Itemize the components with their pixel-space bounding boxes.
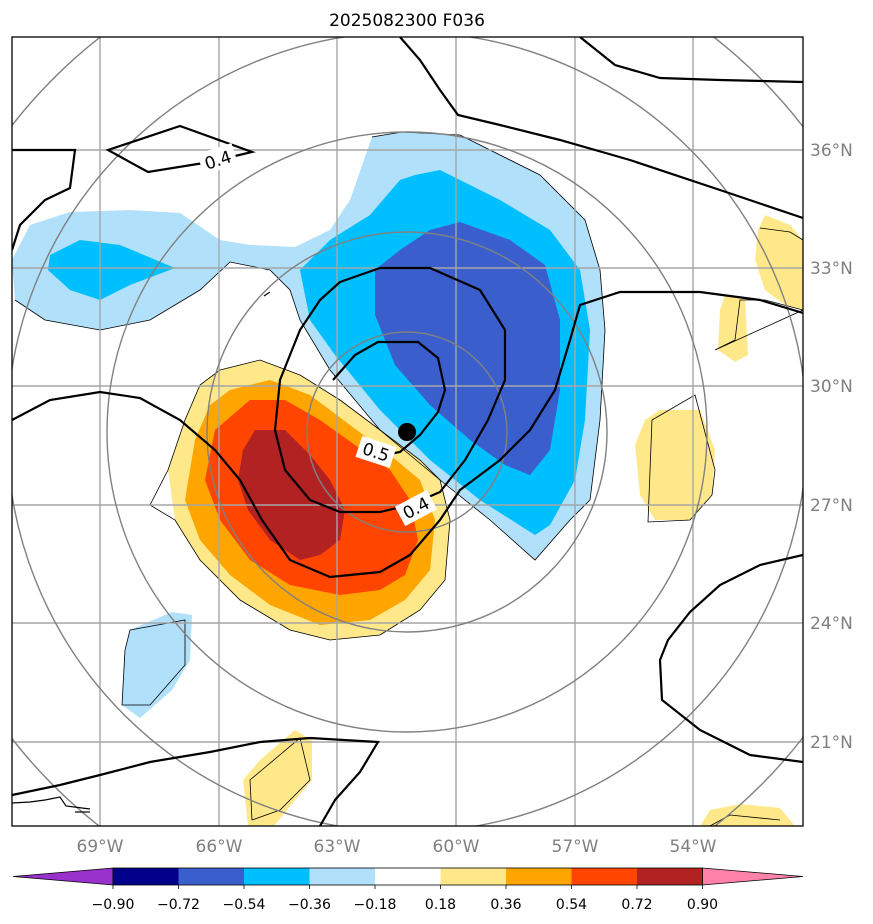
- colorbar-extend-max: [702, 867, 804, 886]
- colorbar-tick-label: −0.72: [157, 897, 200, 913]
- colorbar-tick-label: 0.90: [687, 897, 718, 913]
- shade-neg-036-west: [48, 240, 175, 300]
- shade-pos-018-e3: [718, 295, 748, 362]
- colorbar-tick-label: 0.72: [621, 897, 652, 913]
- lon-tick-label: 69°W: [77, 837, 124, 857]
- colorbar-swatch: [309, 868, 376, 885]
- shade-pos-018-e1: [635, 410, 715, 520]
- lat-tick-labels: 36°N 33°N 30°N 27°N 24°N 21°N: [810, 141, 853, 753]
- colorbar-swatch: [440, 868, 507, 885]
- colorbar-swatch: [178, 868, 245, 885]
- lat-tick-label: 24°N: [810, 614, 853, 634]
- shade-neg-018-sw: [122, 612, 192, 718]
- colorbar-swatch: [506, 868, 572, 885]
- colorbar-outline: [112, 867, 703, 886]
- lon-tick-label: 66°W: [196, 837, 243, 857]
- colorbar-tick-label: 0.54: [556, 897, 587, 913]
- shade-pos-018-e2: [755, 215, 803, 310]
- colorbar-tick-label: −0.54: [223, 897, 266, 913]
- lat-tick-label: 33°N: [810, 259, 853, 279]
- lat-tick-label: 27°N: [810, 496, 853, 516]
- shade-pos-018-s2: [700, 804, 795, 826]
- lon-tick-labels: 69°W 66°W 63°W 60°W 57°W 54°W: [77, 837, 717, 857]
- colorbar: −0.90 −0.72 −0.54 −0.36 −0.18 0.18 0.36 0.54 0.7…: [12, 867, 804, 913]
- center-marker: [398, 423, 416, 441]
- colorbar-tick-label: −0.90: [92, 897, 135, 913]
- colorbar-tick-label: −0.18: [354, 897, 397, 913]
- thin-contours: [14, 131, 803, 826]
- colorbar-swatch: [571, 868, 638, 885]
- colorbar-tick-label: 0.36: [490, 897, 521, 913]
- colorbar-tick-label: −0.36: [288, 897, 331, 913]
- coastlines: [12, 291, 271, 813]
- lat-tick-label: 21°N: [810, 733, 853, 753]
- colorbar-swatch: [637, 868, 703, 885]
- colorbar-swatch: [113, 868, 179, 885]
- map-frame: [11, 36, 804, 827]
- lon-tick-label: 63°W: [314, 837, 361, 857]
- lon-tick-label: 60°W: [433, 837, 480, 857]
- colorbar-swatch: [375, 868, 441, 885]
- chart-title: 2025082300 F036: [329, 11, 485, 31]
- lat-tick-label: 36°N: [810, 141, 853, 161]
- colorbar-extend-min: [12, 867, 114, 886]
- shade-pos-018-s1: [243, 730, 312, 826]
- lat-tick-label: 30°N: [810, 377, 853, 397]
- colorbar-swatch: [244, 868, 310, 885]
- lon-tick-label: 57°W: [552, 837, 599, 857]
- shade-pos-072: [238, 430, 345, 560]
- colorbar-tick-label: 0.18: [425, 897, 456, 913]
- lon-tick-label: 54°W: [670, 837, 717, 857]
- shade-neg-054: [375, 222, 560, 475]
